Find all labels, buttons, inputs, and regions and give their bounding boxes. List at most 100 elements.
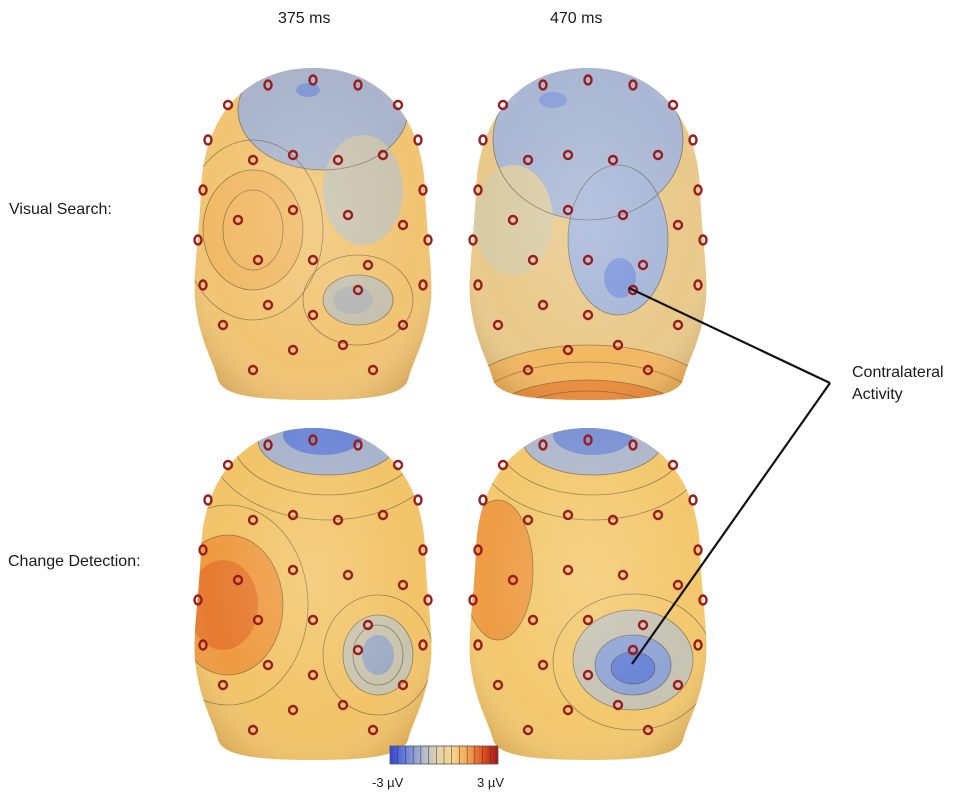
- electrode-cd470-0: [583, 434, 593, 446]
- electrode-cd375-20: [307, 614, 319, 626]
- electrode-vs470-17: [468, 234, 478, 246]
- colorbar-min-label: -3 µV: [372, 775, 404, 790]
- electrode-vs470-10: [652, 149, 664, 161]
- electrode-cd375-19: [252, 614, 264, 626]
- head-visual-search-375ms: [194, 68, 432, 400]
- electrode-cd470-8: [562, 509, 574, 521]
- electrode-vs470-29: [562, 344, 574, 356]
- electrode-cd375-8: [287, 509, 299, 521]
- electrode-vs470-28: [672, 319, 684, 331]
- head-change-detection-470ms: [469, 428, 707, 760]
- electrode-vs470-14: [562, 204, 574, 216]
- electrode-cd470-6: [688, 494, 698, 506]
- electrode-cd470-14: [562, 564, 574, 576]
- electrode-cd375-5: [203, 494, 213, 506]
- electrode-cd470-23: [693, 639, 703, 651]
- electrode-cd470-27: [492, 679, 504, 691]
- callout-line-2: Activity: [852, 386, 903, 403]
- electrode-cd470-28: [672, 679, 684, 691]
- electrode-vs375-13: [232, 214, 244, 226]
- electrode-vs375-2: [353, 79, 363, 91]
- electrode-cd470-7: [522, 514, 534, 526]
- electrode-vs470-20: [582, 254, 594, 266]
- electrode-vs375-11: [198, 184, 208, 196]
- electrode-vs375-22: [198, 279, 208, 291]
- electrode-vs470-31: [522, 364, 534, 376]
- electrode-cd470-15: [617, 569, 629, 581]
- electrode-layer: [193, 74, 708, 736]
- electrode-cd375-6: [413, 494, 423, 506]
- electrode-vs375-16: [397, 219, 409, 231]
- column-label-375ms: 375 ms: [278, 10, 331, 27]
- electrode-cd375-14: [287, 564, 299, 576]
- callout-lines: [628, 287, 831, 665]
- head-change-detection-375ms: [194, 428, 432, 760]
- electrode-vs375-29: [287, 344, 299, 356]
- electrode-cd470-19: [527, 614, 539, 626]
- electrode-vs470-0: [583, 74, 593, 86]
- electrode-cd470-16: [672, 579, 684, 591]
- electrode-vs470-12: [693, 184, 703, 196]
- electrode-vs470-32: [642, 364, 654, 376]
- electrode-cd375-11: [198, 544, 208, 556]
- electrode-vs375-17: [193, 234, 203, 246]
- row-label-change-detection: Change Detection:: [8, 553, 141, 570]
- electrode-vs375-3: [222, 99, 234, 111]
- electrode-cd375-32: [367, 724, 379, 736]
- electrode-cd375-24: [262, 659, 274, 671]
- electrode-vs375-7: [247, 154, 259, 166]
- electrode-vs375-25: [307, 309, 319, 321]
- electrode-vs470-1: [538, 79, 548, 91]
- electrode-vs470-22: [473, 279, 483, 291]
- electrode-vs375-12: [418, 184, 428, 196]
- callout-line-top: [628, 287, 831, 384]
- electrode-cd375-22: [198, 639, 208, 651]
- electrode-cd375-26: [352, 644, 364, 656]
- electrode-cd375-23: [418, 639, 428, 651]
- electrode-cd375-28: [397, 679, 409, 691]
- electrode-cd375-9: [332, 514, 344, 526]
- callout-line-bottom: [631, 382, 831, 665]
- electrode-vs470-25: [582, 309, 594, 321]
- electrode-cd470-9: [607, 514, 619, 526]
- electrode-cd375-10: [377, 509, 389, 521]
- electrode-vs375-21: [362, 259, 374, 271]
- electrode-cd375-3: [222, 459, 234, 471]
- electrode-vs375-32: [367, 364, 379, 376]
- electrode-vs375-1: [263, 79, 273, 91]
- electrode-cd470-1: [538, 439, 548, 451]
- electrode-vs375-9: [332, 154, 344, 166]
- electrode-vs470-7: [522, 154, 534, 166]
- electrode-vs375-10: [377, 149, 389, 161]
- electrode-cd375-12: [418, 544, 428, 556]
- electrode-cd470-18: [698, 594, 708, 606]
- electrode-vs470-9: [607, 154, 619, 166]
- electrode-vs470-2: [628, 79, 638, 91]
- electrode-vs375-28: [397, 319, 409, 331]
- electrode-cd375-13: [232, 574, 244, 586]
- electrode-cd470-21: [637, 619, 649, 631]
- electrode-vs470-30: [612, 339, 624, 351]
- electrode-cd470-2: [628, 439, 638, 451]
- electrode-vs375-5: [203, 134, 213, 146]
- electrode-vs375-0: [308, 74, 318, 86]
- electrode-vs470-21: [637, 259, 649, 271]
- colorbar-ticks: [397, 746, 491, 764]
- electrode-cd470-5: [478, 494, 488, 506]
- electrode-cd470-12: [693, 544, 703, 556]
- electrode-vs375-31: [247, 364, 259, 376]
- electrode-cd470-13: [507, 574, 519, 586]
- electrode-cd470-31: [522, 724, 534, 736]
- electrode-vs375-14: [287, 204, 299, 216]
- electrode-cd470-29: [562, 704, 574, 716]
- colorbar-max-label: 3 µV: [477, 775, 505, 790]
- electrode-cd375-16: [397, 579, 409, 591]
- electrode-cd375-17: [193, 594, 203, 606]
- electrode-cd375-27: [217, 679, 229, 691]
- electrode-cd470-3: [497, 459, 509, 471]
- electrode-vs470-15: [617, 209, 629, 221]
- electrode-cd375-7: [247, 514, 259, 526]
- electrode-vs375-23: [418, 279, 428, 291]
- electrode-vs375-18: [423, 234, 433, 246]
